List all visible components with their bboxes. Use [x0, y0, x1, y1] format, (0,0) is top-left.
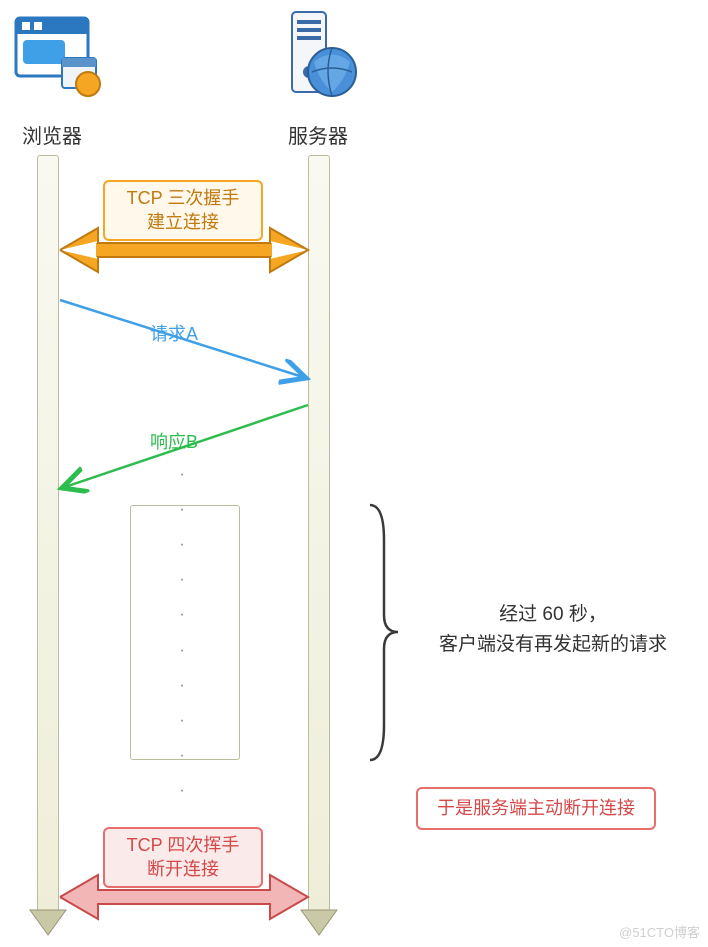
- watermark: @51CTO博客: [619, 922, 700, 941]
- diagram-stage: 浏览器 服务器 TCP 三次握手 建立连接 请求A: [0, 0, 708, 947]
- fin-arrow: [0, 0, 708, 947]
